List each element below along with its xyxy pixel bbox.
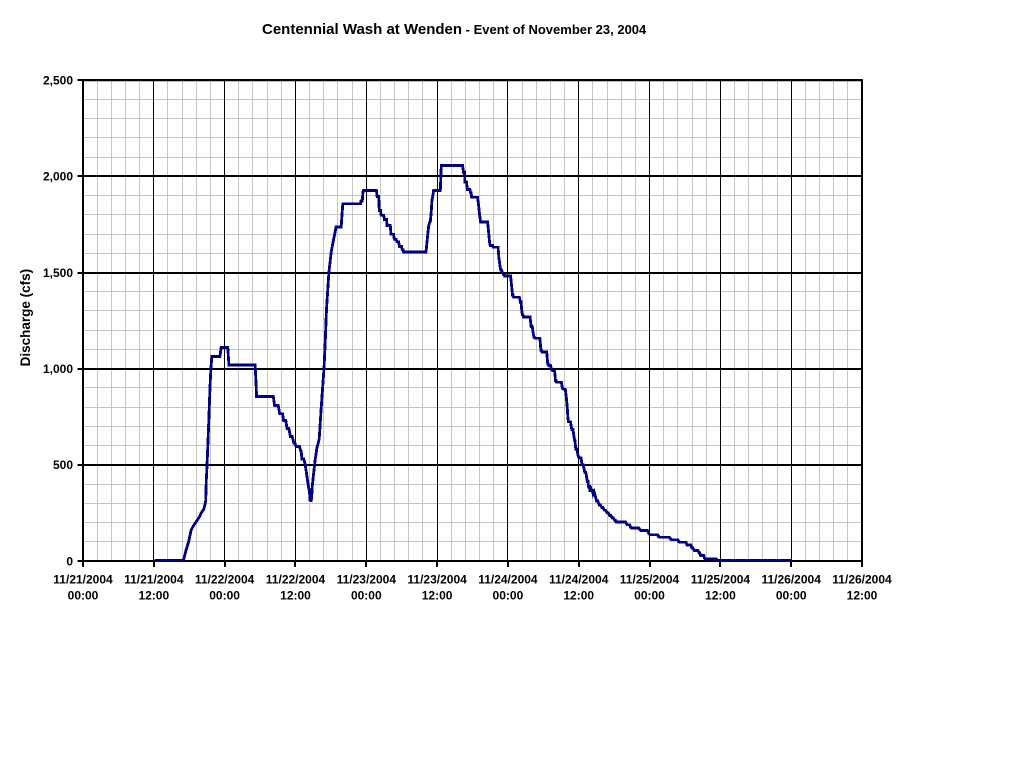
svg-text:00:00: 00:00 (634, 589, 665, 603)
svg-text:Centennial Wash at Wenden - Ev: Centennial Wash at Wenden - Event of Nov… (262, 21, 647, 38)
svg-text:11/26/2004: 11/26/2004 (761, 573, 821, 587)
svg-text:11/25/2004: 11/25/2004 (691, 573, 751, 587)
svg-text:2,000: 2,000 (43, 170, 73, 184)
svg-text:11/23/2004: 11/23/2004 (407, 573, 467, 587)
svg-text:500: 500 (53, 458, 73, 472)
svg-text:12:00: 12:00 (705, 589, 736, 603)
svg-text:12:00: 12:00 (280, 589, 311, 603)
svg-text:00:00: 00:00 (776, 589, 807, 603)
svg-text:0: 0 (66, 554, 73, 568)
svg-text:2,500: 2,500 (43, 74, 73, 88)
svg-text:12:00: 12:00 (563, 589, 594, 603)
svg-text:11/22/2004: 11/22/2004 (195, 573, 255, 587)
svg-text:00:00: 00:00 (68, 589, 99, 603)
svg-text:1,500: 1,500 (43, 266, 73, 280)
svg-text:Discharge (cfs): Discharge (cfs) (18, 269, 33, 367)
svg-text:00:00: 00:00 (351, 589, 382, 603)
svg-text:11/25/2004: 11/25/2004 (620, 573, 680, 587)
svg-text:11/23/2004: 11/23/2004 (337, 573, 397, 587)
svg-text:12:00: 12:00 (138, 589, 169, 603)
svg-text:11/21/2004: 11/21/2004 (53, 573, 113, 587)
svg-text:11/24/2004: 11/24/2004 (549, 573, 609, 587)
svg-text:11/21/2004: 11/21/2004 (124, 573, 184, 587)
svg-text:12:00: 12:00 (847, 589, 878, 603)
svg-text:00:00: 00:00 (209, 589, 240, 603)
svg-text:12:00: 12:00 (422, 589, 453, 603)
svg-text:00:00: 00:00 (493, 589, 524, 603)
svg-text:11/22/2004: 11/22/2004 (266, 573, 326, 587)
svg-text:11/24/2004: 11/24/2004 (478, 573, 538, 587)
svg-text:1,000: 1,000 (43, 362, 73, 376)
svg-text:11/26/2004: 11/26/2004 (832, 573, 892, 587)
